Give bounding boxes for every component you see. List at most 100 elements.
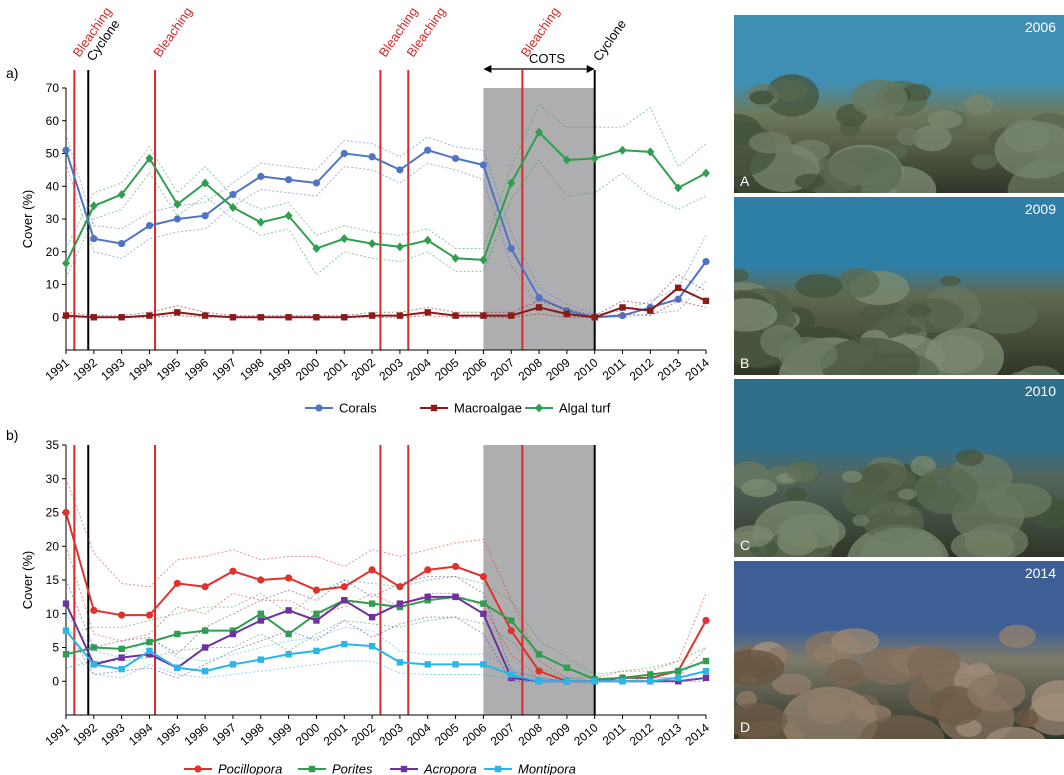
acropora-upper-ci xyxy=(65,576,707,682)
y-tick-label: 50 xyxy=(46,147,60,161)
corals-point xyxy=(118,239,126,248)
reef-photo-image xyxy=(734,197,1064,375)
montipora-point xyxy=(257,656,264,663)
macroalgae-point xyxy=(174,309,181,316)
x-tick-label: 2011 xyxy=(600,720,629,748)
algal-turf-point xyxy=(507,178,516,188)
corals-point xyxy=(340,149,348,158)
macroalgae-point xyxy=(118,314,125,321)
panel-label: b) xyxy=(6,427,18,443)
coral-colony xyxy=(1031,680,1064,722)
algal-turf-point xyxy=(423,235,432,245)
porites-point xyxy=(118,645,125,653)
corals-point xyxy=(507,244,515,253)
pocillopora-point xyxy=(702,616,710,625)
coral-colony xyxy=(1016,365,1061,375)
pocillopora-point xyxy=(424,566,432,574)
montipora-point xyxy=(174,664,181,671)
macroalgae-point xyxy=(452,312,459,319)
algal-turf-point xyxy=(89,201,98,211)
corals-point xyxy=(62,146,70,154)
y-tick-label: 30 xyxy=(46,212,60,226)
y-axis-label: Cover (%) xyxy=(20,551,35,610)
coral-colony xyxy=(897,488,917,500)
macroalgae-point xyxy=(647,307,654,314)
pocillopora-point xyxy=(507,627,515,635)
y-tick-label: 20 xyxy=(46,245,60,259)
x-tick-label: 2005 xyxy=(432,355,462,383)
algal-turf-point xyxy=(228,203,237,213)
coral-colony xyxy=(837,268,880,298)
coral-colony xyxy=(863,465,890,485)
macroalgae-point xyxy=(201,312,209,319)
legend-label-acropora: Acropora xyxy=(423,762,477,775)
coral-colony xyxy=(768,79,808,101)
y-tick-label: 0 xyxy=(52,310,59,324)
x-tick-label: 2001 xyxy=(321,355,351,383)
porites-point xyxy=(229,627,237,634)
reef-photo-2010: 2010 C xyxy=(734,379,1064,557)
porites-point xyxy=(174,630,181,638)
coral-colony xyxy=(912,125,952,152)
algal-turf-line xyxy=(65,130,707,264)
corals-upper-ci xyxy=(65,133,707,315)
x-tick-label: 2006 xyxy=(460,720,490,748)
coral-colony xyxy=(860,527,942,557)
porites-point xyxy=(257,610,264,617)
legend-marker-macroalgae xyxy=(430,404,438,412)
coral-colony xyxy=(985,726,1046,739)
coral-colony xyxy=(734,268,749,283)
x-tick-label: 2002 xyxy=(349,355,379,383)
macroalgae-point xyxy=(591,314,598,321)
coral-colony xyxy=(940,276,961,286)
photo-year-label: 2006 xyxy=(1024,19,1056,35)
legend-marker-pocillopora xyxy=(194,765,202,773)
algal-turf-point xyxy=(479,255,488,265)
coral-colony xyxy=(777,513,846,549)
coral-colony xyxy=(928,335,985,374)
algal-turf-point xyxy=(312,243,321,253)
corals-point xyxy=(368,153,376,161)
macroalgae-point xyxy=(702,297,710,305)
legend-label-pocillopora: Pocillopora xyxy=(218,762,282,775)
corals-point xyxy=(90,235,98,243)
cots-arrow-left-head xyxy=(483,65,492,73)
y-tick-label: 5 xyxy=(52,641,59,655)
montipora-point xyxy=(341,640,348,648)
legend-marker-porites xyxy=(308,765,316,773)
coral-colony xyxy=(904,326,921,335)
macroalgae-point xyxy=(396,312,404,319)
montipora-point xyxy=(535,678,543,685)
montipora-point xyxy=(396,659,404,666)
acropora-point xyxy=(424,593,431,601)
x-tick-label: 2008 xyxy=(516,355,546,383)
pocillopora-point xyxy=(62,508,70,517)
algal-turf-point xyxy=(368,239,377,249)
panel-a: 0102030405060701991199219931994199519961… xyxy=(6,4,712,415)
montipora-point xyxy=(480,661,487,668)
photo-panel-letter: D xyxy=(740,719,751,735)
x-tick-label: 2013 xyxy=(655,720,685,748)
coral-colony xyxy=(1014,709,1039,727)
cots-arrow-right-head xyxy=(586,65,595,73)
coral-colony xyxy=(741,478,778,498)
porites-point xyxy=(424,597,431,604)
y-axis-label: Cover (%) xyxy=(20,190,35,249)
pocillopora-point xyxy=(145,611,154,619)
x-tick-label: 1992 xyxy=(70,355,100,383)
x-tick-label: 2004 xyxy=(404,355,434,383)
x-tick-label: 1993 xyxy=(98,720,128,748)
x-tick-label: 1994 xyxy=(126,355,156,383)
coral-colony xyxy=(824,147,902,193)
algal-turf-point xyxy=(395,242,404,252)
coral-colony xyxy=(749,90,774,105)
x-tick-label: 1994 xyxy=(126,720,156,748)
x-tick-label: 2012 xyxy=(627,355,657,383)
porites-point xyxy=(62,651,70,658)
panel-b: 0510152025303519911992199319941995199619… xyxy=(6,427,712,775)
x-tick-label: 1998 xyxy=(237,720,267,748)
coral-colony xyxy=(955,449,984,466)
acropora-point xyxy=(62,600,70,607)
x-tick-label: 1992 xyxy=(70,720,100,748)
corals-point xyxy=(229,190,237,199)
